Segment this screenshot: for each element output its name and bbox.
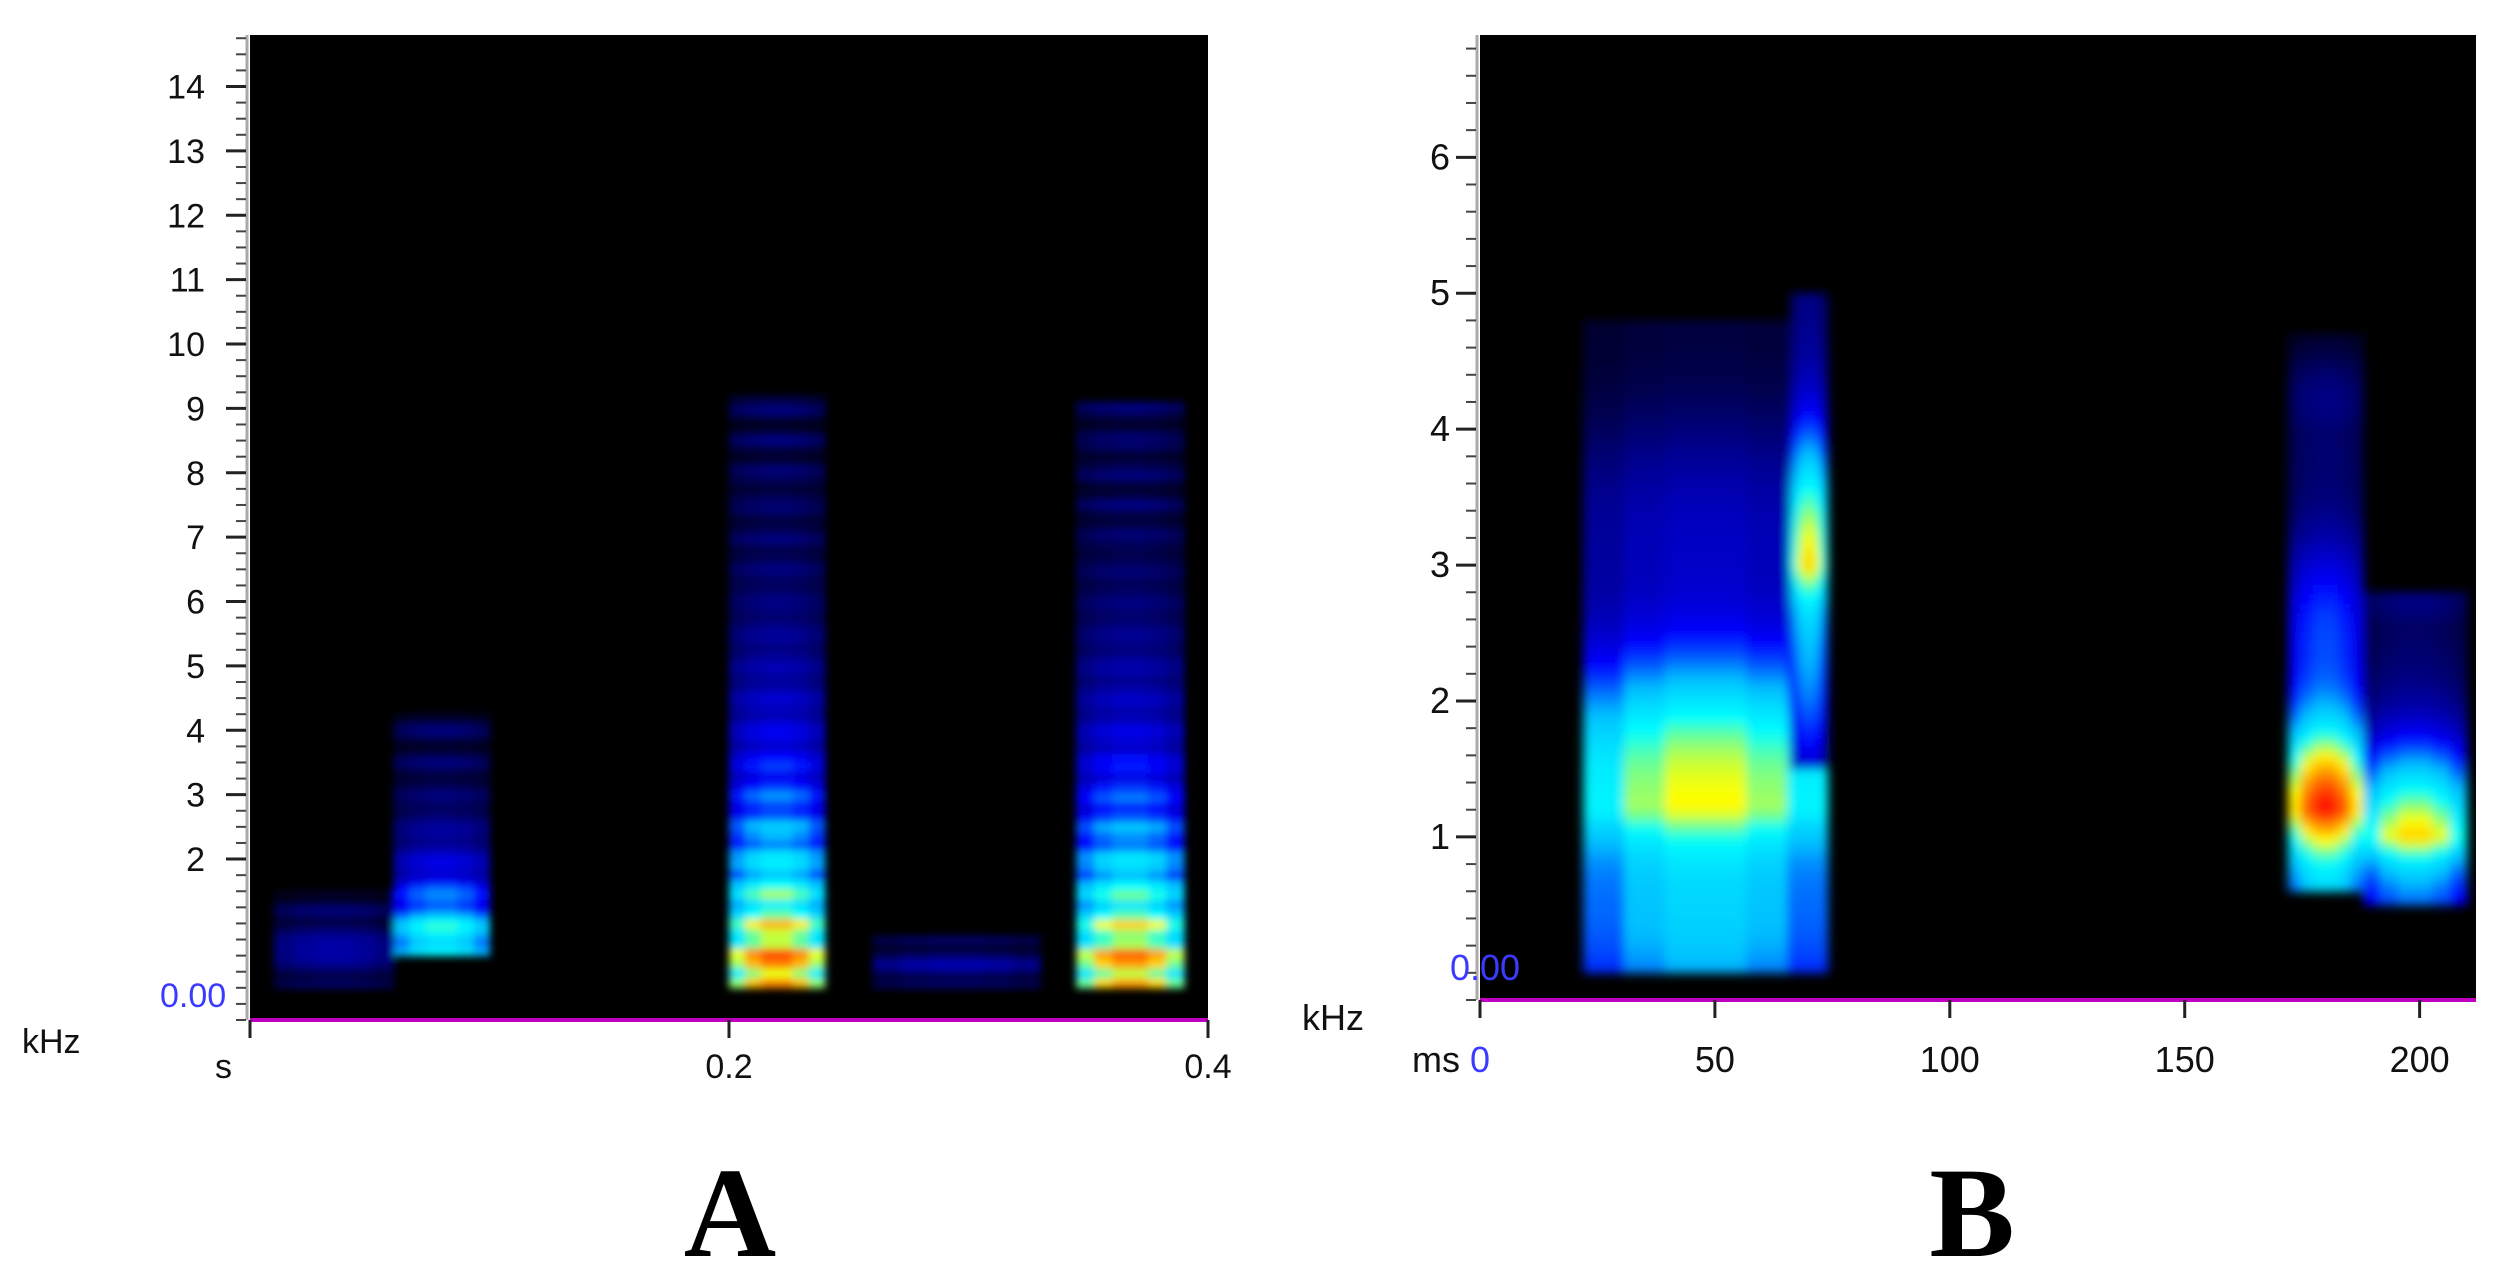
energy-region-4 (273, 891, 395, 989)
y-tick-label: 7 (186, 519, 205, 557)
y-axis-label: kHz (1302, 997, 1364, 1038)
y-tick-label: 12 (167, 197, 205, 235)
spectrogram-energy (1583, 293, 2468, 974)
energy-region-3 (2288, 334, 2364, 892)
y-axis-label: kHz (22, 1023, 81, 1061)
x-tick-label: 100 (1920, 1039, 1980, 1080)
y-tick-label: 5 (1430, 272, 1450, 313)
y-tick-label: 14 (167, 69, 205, 107)
energy-region-3 (1076, 401, 1185, 989)
spectrogram-panel-b: 1 2 3 4 5 6 0.00 0 50 100 150 200 kHz ms (1302, 35, 2476, 1080)
panel-label-b: B (1929, 1142, 2015, 1284)
panel-label-a: A (683, 1142, 777, 1284)
x-tick-label: 200 (2390, 1039, 2450, 1080)
y-tick-label: 9 (186, 390, 205, 428)
energy-region-5 (872, 936, 1041, 989)
x-tick-label: 0 (1470, 1039, 1490, 1080)
origin-label: 0.00 (1450, 947, 1520, 988)
x-tick-label: 0.4 (1184, 1048, 1231, 1086)
x-axis-label: s (215, 1048, 232, 1086)
y-tick-label: 13 (167, 133, 205, 171)
energy-region-1 (393, 710, 490, 957)
y-tick-label: 4 (186, 712, 205, 750)
x-tick-label: 0.2 (705, 1048, 752, 1086)
y-tick-label: 4 (1430, 408, 1450, 449)
y-tick-label: 10 (167, 326, 205, 364)
spectrogram-panel-a: 2 3 4 5 6 7 8 9 10 11 12 13 14 0.00 0.2 0.4 kHz s (22, 35, 1232, 1086)
y-tick-label: 6 (1430, 136, 1450, 177)
energy-region-4 (2363, 592, 2468, 906)
y-tick-label: 11 (170, 262, 205, 300)
y-tick-label: 2 (186, 841, 205, 879)
x-tick-label: 50 (1695, 1039, 1735, 1080)
y-tick-label: 3 (1430, 544, 1450, 585)
energy-region-2 (1790, 293, 1829, 770)
y-tick-label: 1 (1430, 816, 1450, 857)
y-tick-label: 5 (186, 648, 205, 686)
spectrogram-energy (273, 395, 1185, 989)
x-tick-label: 150 (2155, 1039, 2215, 1080)
origin-label: 0.00 (160, 977, 226, 1015)
y-tick-label: 3 (186, 777, 205, 815)
energy-region-2 (729, 395, 826, 989)
y-tick-label: 2 (1430, 680, 1450, 721)
y-tick-label: 6 (186, 584, 205, 622)
x-axis-label: ms (1412, 1039, 1460, 1080)
y-tick-label: 8 (186, 455, 205, 493)
